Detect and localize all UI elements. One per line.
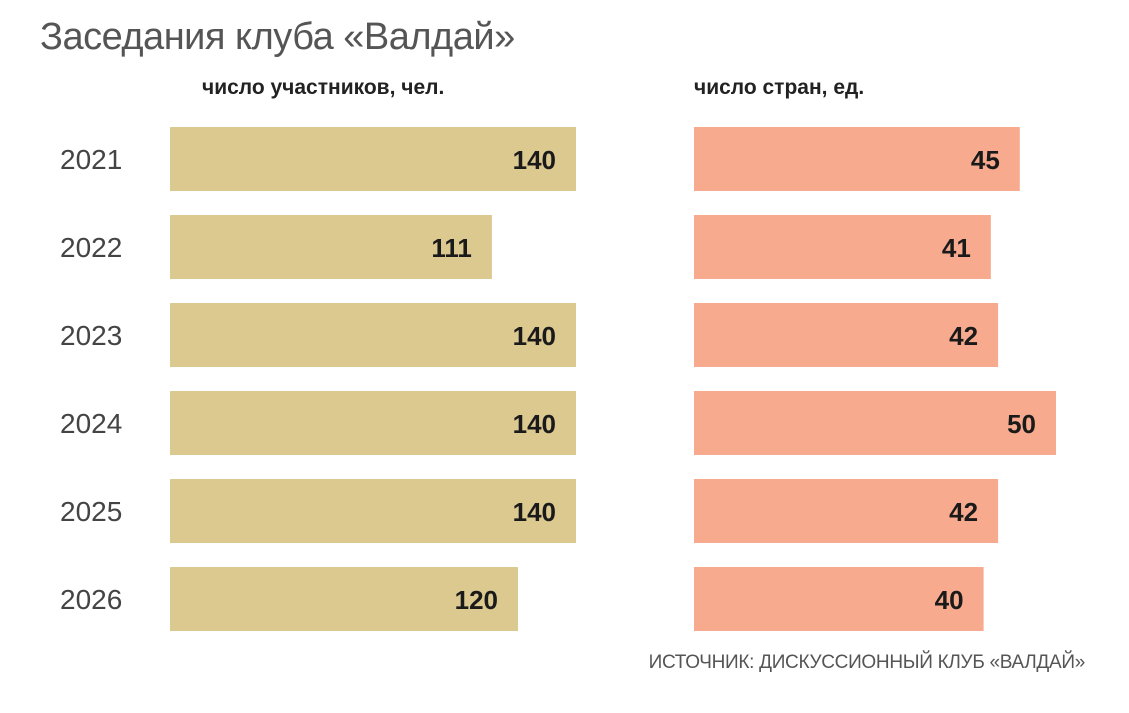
countries-bar-2021: [694, 127, 1020, 191]
countries-value-label-2026: 40: [935, 585, 964, 615]
participants-bar-2023: [170, 303, 576, 367]
participants-bar-2021: [170, 127, 576, 191]
countries-panel-title: число стран, ед.: [694, 76, 865, 99]
year-label-2024: 2024: [60, 408, 122, 439]
countries-bar-2022: [694, 215, 991, 279]
participants-bar-2025: [170, 479, 576, 543]
countries-value-label-2021: 45: [971, 145, 1000, 175]
year-label-2026: 2026: [60, 584, 122, 615]
participants-value-label-2023: 140: [513, 321, 556, 351]
participants-value-label-2021: 140: [513, 145, 556, 175]
participants-value-label-2022: 111: [431, 233, 472, 263]
countries-value-label-2025: 42: [949, 497, 978, 527]
participants-bar-2024: [170, 391, 576, 455]
participants-value-label-2026: 120: [455, 585, 498, 615]
countries-bar-2026: [694, 567, 984, 631]
countries-value-label-2024: 50: [1007, 409, 1036, 439]
countries-bar-2024: [694, 391, 1056, 455]
participants-value-label-2024: 140: [513, 409, 556, 439]
countries-bar-2025: [694, 479, 999, 543]
participants-value-label-2025: 140: [513, 497, 556, 527]
countries-bar-2023: [694, 303, 999, 367]
source-note: ИСТОЧНИК: ДИСКУССИОННЫЙ КЛУБ «ВАЛДАЙ»: [648, 652, 1086, 673]
countries-value-label-2022: 41: [942, 233, 971, 263]
participants-panel-title: число участников, чел.: [202, 76, 445, 99]
chart-title: Заседания клуба «Валдай»: [40, 16, 515, 58]
participants-bar-2022: [170, 215, 492, 279]
countries-value-label-2023: 42: [949, 321, 978, 351]
participants-bar-2026: [170, 567, 518, 631]
year-label-2022: 2022: [60, 232, 122, 263]
year-label-2025: 2025: [60, 496, 122, 527]
year-label-2023: 2023: [60, 320, 122, 351]
year-label-2021: 2021: [60, 144, 122, 175]
